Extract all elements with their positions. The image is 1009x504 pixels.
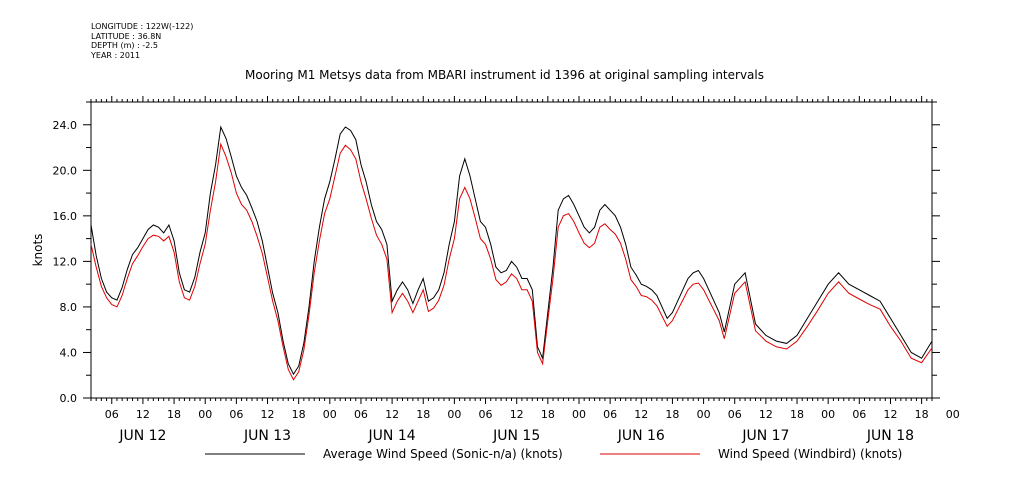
axis-labels: 0.0 4.0 8.0 12.0 16.0 20.0 24.0 knots 06 12 18 00 06… bbox=[31, 119, 960, 444]
metadata-block: LONGITUDE : 122W(-122) LATITUDE : 36.8N DE… bbox=[91, 22, 193, 60]
legend-label-2: Wind Speed (Windbird) (knots) bbox=[718, 447, 902, 461]
x-tick-label: 06 bbox=[603, 408, 617, 421]
x-tick-label: 00 bbox=[821, 408, 835, 421]
plot-frame bbox=[90, 101, 933, 399]
x-tick-label: 12 bbox=[883, 408, 897, 421]
day-label: JUN 17 bbox=[741, 428, 789, 444]
depth-text: DEPTH (m) : -2.5 bbox=[91, 41, 158, 50]
x-tick-label: 06 bbox=[852, 408, 866, 421]
x-tick-label: 18 bbox=[541, 408, 555, 421]
x-tick-label: 00 bbox=[198, 408, 212, 421]
y-tick-label: 16.0 bbox=[53, 210, 78, 223]
series-line-2 bbox=[90, 142, 933, 381]
series-lines bbox=[90, 125, 933, 381]
x-tick-label: 12 bbox=[759, 408, 773, 421]
day-label: JUN 12 bbox=[118, 428, 166, 444]
year-text: YEAR : 2011 bbox=[91, 50, 141, 60]
x-tick-label: 18 bbox=[665, 408, 679, 421]
x-tick-label: 00 bbox=[447, 408, 461, 421]
axis-ticks bbox=[83, 96, 940, 404]
x-tick-label: 00 bbox=[697, 408, 711, 421]
y-tick-label: 0.0 bbox=[60, 392, 78, 405]
x-tick-label: 00 bbox=[946, 408, 960, 421]
y-tick-label: 4.0 bbox=[60, 346, 78, 359]
x-tick-label: 06 bbox=[354, 408, 368, 421]
series-line-1 bbox=[90, 125, 933, 376]
latitude-text: LATITUDE : 36.8N bbox=[91, 31, 162, 41]
x-tick-label: 18 bbox=[790, 408, 804, 421]
y-axis-label: knots bbox=[31, 234, 45, 267]
x-tick-label: 06 bbox=[229, 408, 243, 421]
y-tick-label: 12.0 bbox=[53, 255, 78, 268]
x-tick-label: 12 bbox=[261, 408, 275, 421]
x-tick-label: 12 bbox=[634, 408, 648, 421]
x-tick-label: 00 bbox=[323, 408, 337, 421]
x-tick-label: 12 bbox=[385, 408, 399, 421]
x-tick-label: 18 bbox=[915, 408, 929, 421]
y-tick-label: 24.0 bbox=[53, 119, 78, 132]
x-tick-label: 12 bbox=[136, 408, 150, 421]
x-tick-label: 06 bbox=[728, 408, 742, 421]
x-tick-label: 18 bbox=[292, 408, 306, 421]
day-label: JUN 14 bbox=[368, 428, 416, 444]
y-tick-label: 8.0 bbox=[60, 301, 78, 314]
legend: Average Wind Speed (Sonic-n/a) (knots) Wi… bbox=[205, 447, 902, 461]
x-tick-label: 00 bbox=[572, 408, 586, 421]
legend-label-1: Average Wind Speed (Sonic-n/a) (knots) bbox=[323, 447, 563, 461]
x-tick-label: 12 bbox=[510, 408, 524, 421]
plot-border bbox=[90, 101, 933, 399]
day-label: JUN 13 bbox=[243, 428, 291, 444]
longitude-text: LONGITUDE : 122W(-122) bbox=[91, 22, 194, 31]
day-label: JUN 16 bbox=[617, 428, 665, 444]
y-tick-label: 20.0 bbox=[53, 164, 78, 177]
x-tick-label: 18 bbox=[416, 408, 430, 421]
x-tick-label: 06 bbox=[105, 408, 119, 421]
x-tick-label: 06 bbox=[479, 408, 493, 421]
x-tick-label: 18 bbox=[167, 408, 181, 421]
chart-title: Mooring M1 Metsys data from MBARI instru… bbox=[245, 68, 764, 82]
day-label: JUN 15 bbox=[492, 428, 540, 444]
day-label: JUN 18 bbox=[866, 428, 914, 444]
